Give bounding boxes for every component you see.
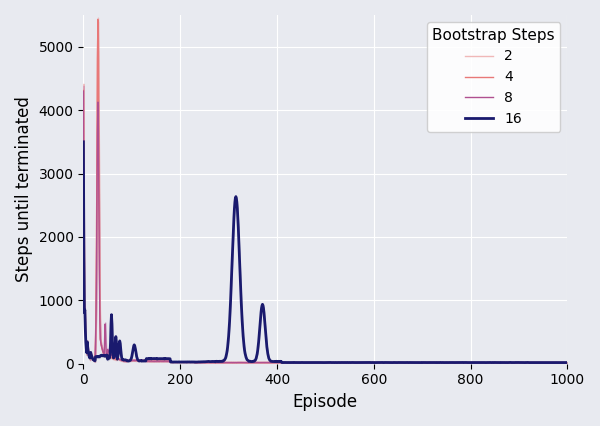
Line: 16: 16 [83,142,567,363]
16 [457,360,464,365]
2 [130,358,137,363]
16 [80,139,87,144]
2 [412,360,419,365]
4 [457,360,464,365]
2 [94,17,101,22]
4 [276,360,283,365]
Line: 8: 8 [83,91,567,363]
X-axis label: Episode: Episode [293,393,358,411]
16 [472,360,479,365]
2 [445,360,452,365]
8 [129,358,136,363]
2 [563,360,571,365]
8 [275,360,283,365]
4 [466,360,473,365]
4 [293,360,301,365]
4 [80,88,87,93]
8 [466,360,473,365]
Line: 4: 4 [83,20,567,363]
8 [563,360,571,365]
2 [467,360,474,365]
8 [80,89,87,94]
2 [276,360,283,365]
4 [94,17,101,22]
16 [293,360,300,365]
4 [412,360,419,365]
16 [275,359,283,364]
16 [563,360,571,365]
16 [466,360,473,365]
16 [129,348,136,353]
2 [458,360,465,365]
Line: 2: 2 [83,20,567,363]
2 [293,360,301,365]
2 [80,89,87,94]
8 [412,360,419,365]
8 [457,360,464,365]
Legend: 2, 4, 8, 16: 2, 4, 8, 16 [427,22,560,132]
16 [412,360,419,365]
4 [563,360,571,365]
4 [499,360,506,365]
8 [382,360,389,365]
8 [293,360,300,365]
Y-axis label: Steps until terminated: Steps until terminated [15,96,33,282]
4 [130,358,137,363]
